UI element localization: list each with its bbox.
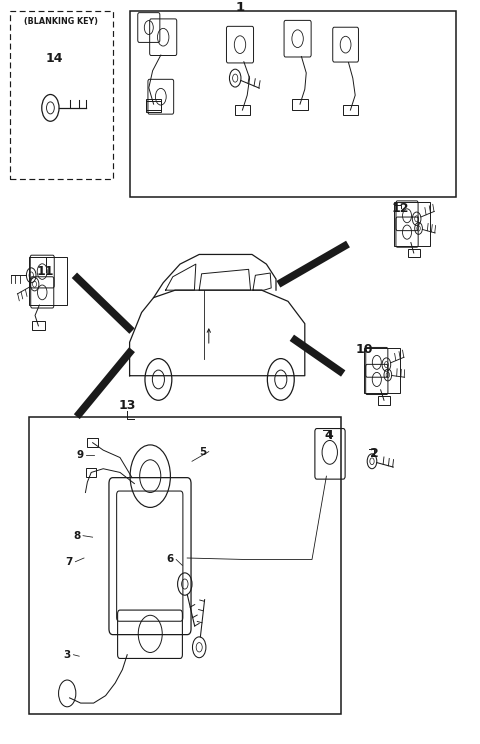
Text: 7: 7	[66, 557, 73, 567]
Text: (BLANKING KEY): (BLANKING KEY)	[24, 17, 98, 26]
Text: 11: 11	[37, 265, 54, 278]
Text: 14: 14	[45, 52, 63, 65]
Bar	[32, 321, 45, 330]
Bar	[86, 468, 96, 477]
Bar	[29, 257, 67, 305]
Text: 8: 8	[73, 530, 81, 541]
Text: 4: 4	[324, 429, 333, 442]
Bar	[378, 396, 390, 405]
Bar	[87, 438, 98, 447]
Text: 9: 9	[77, 450, 84, 461]
Bar	[408, 248, 420, 257]
Text: 6: 6	[167, 554, 174, 565]
Bar	[292, 99, 308, 109]
Bar	[394, 202, 430, 246]
Text: 10: 10	[356, 343, 373, 356]
Text: 13: 13	[119, 399, 136, 412]
Bar	[29, 417, 341, 714]
Text: 12: 12	[392, 202, 409, 215]
Bar	[146, 99, 161, 109]
Text: 1: 1	[235, 1, 245, 13]
Bar	[235, 105, 250, 115]
Bar	[364, 348, 400, 393]
Bar	[146, 101, 161, 112]
Text: 2: 2	[370, 447, 379, 461]
Text: 3: 3	[64, 650, 71, 660]
Bar	[343, 105, 358, 115]
Bar	[130, 11, 456, 197]
Bar	[10, 11, 113, 179]
Text: 5: 5	[199, 446, 206, 457]
